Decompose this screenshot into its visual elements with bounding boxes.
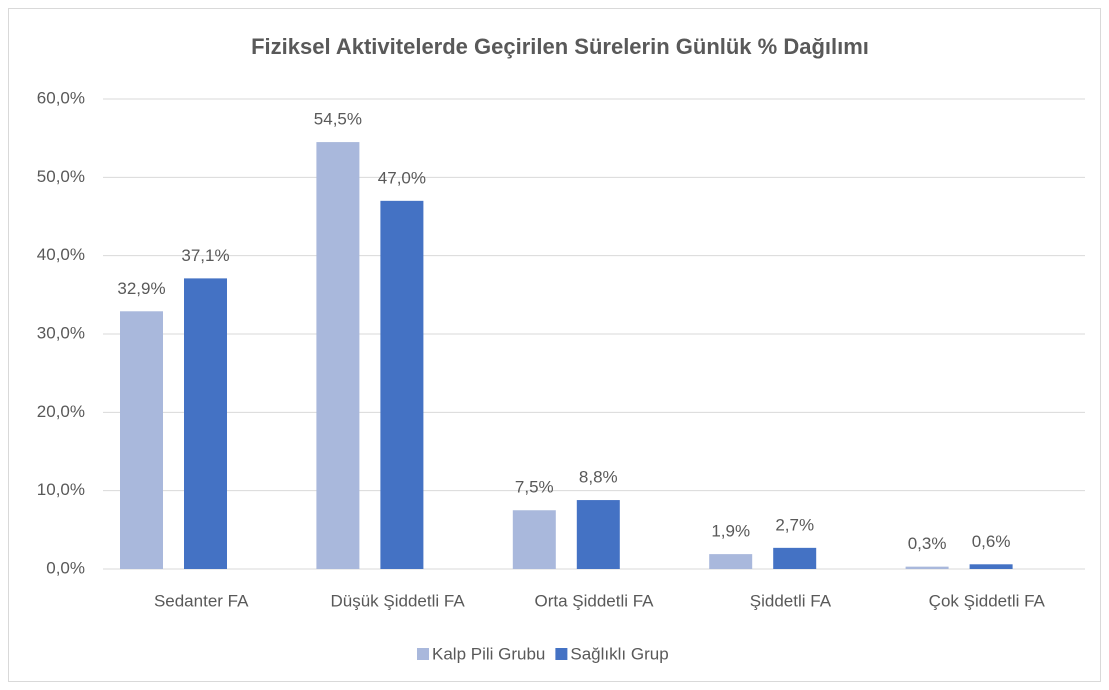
y-tick-label: 50,0% bbox=[37, 167, 85, 186]
bar bbox=[709, 554, 753, 569]
bar bbox=[184, 278, 227, 569]
x-tick-label: Orta Şiddetli FA bbox=[534, 591, 654, 610]
value-label: 2,7% bbox=[775, 515, 814, 534]
legend-swatch bbox=[555, 648, 568, 660]
value-label: 0,6% bbox=[972, 532, 1011, 551]
bar bbox=[576, 500, 620, 569]
value-label: 7,5% bbox=[515, 478, 554, 497]
y-tick-label: 60,0% bbox=[37, 88, 85, 107]
value-label: 8,8% bbox=[579, 468, 618, 487]
bar bbox=[773, 547, 817, 569]
y-tick-label: 40,0% bbox=[37, 245, 85, 264]
chart-title: Fiziksel Aktivitelerde Geçirilen Süreler… bbox=[251, 34, 869, 59]
chart-border bbox=[8, 8, 1101, 682]
value-label: 0,3% bbox=[908, 534, 947, 553]
bar bbox=[316, 142, 360, 570]
y-tick-label: 10,0% bbox=[37, 480, 85, 499]
value-label: 1,9% bbox=[711, 522, 750, 541]
value-label: 47,0% bbox=[378, 168, 426, 187]
legend-label: Sağlıklı Grup bbox=[570, 644, 668, 663]
bar bbox=[120, 311, 163, 569]
bar bbox=[905, 566, 949, 569]
x-tick-label: Çok Şiddetli FA bbox=[929, 591, 1046, 610]
bar bbox=[380, 200, 424, 570]
bar bbox=[512, 510, 556, 569]
y-tick-label: 30,0% bbox=[37, 323, 85, 342]
x-tick-label: Düşük Şiddetli FA bbox=[331, 591, 466, 610]
value-label: 54,5% bbox=[314, 110, 362, 129]
x-tick-label: Şiddetli FA bbox=[750, 591, 832, 610]
legend-label: Kalp Pili Grubu bbox=[432, 644, 545, 663]
legend-swatch bbox=[417, 648, 429, 660]
value-label: 37,1% bbox=[181, 246, 229, 265]
y-tick-label: 20,0% bbox=[37, 402, 85, 421]
x-tick-label: Sedanter FA bbox=[154, 591, 249, 610]
y-tick-label: 0,0% bbox=[46, 558, 85, 577]
bar bbox=[969, 564, 1013, 569]
value-label: 32,9% bbox=[117, 279, 165, 298]
